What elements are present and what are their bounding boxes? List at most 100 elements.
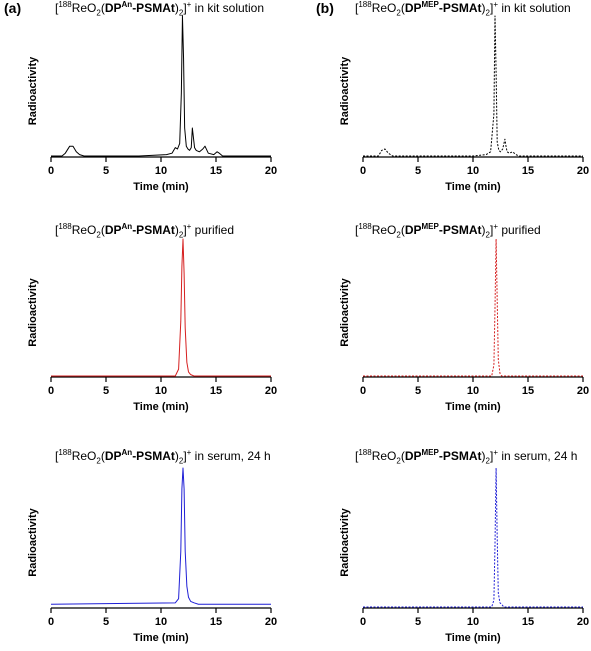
x-tick-label: 20 bbox=[265, 385, 277, 397]
title-ligand-superscript: An bbox=[121, 448, 133, 457]
title-psmat: -PSMAt bbox=[132, 1, 175, 15]
title-subscript: 2 bbox=[178, 8, 184, 18]
title-paren: ) bbox=[174, 449, 179, 463]
title-psmat: -PSMAt bbox=[438, 449, 482, 463]
title-bracket: [ bbox=[55, 223, 59, 237]
x-axis-label: Time (min) bbox=[133, 401, 189, 413]
title-paren: ) bbox=[174, 223, 179, 237]
chromatogram-trace bbox=[51, 15, 271, 157]
x-tick-label: 5 bbox=[103, 165, 109, 177]
title-isotope: 188 bbox=[358, 448, 372, 457]
y-axis-label: Radioactivity bbox=[27, 56, 39, 125]
title-paren: ) bbox=[481, 449, 486, 463]
x-tick-label: 10 bbox=[155, 385, 167, 397]
x-tick-label: 10 bbox=[155, 165, 167, 177]
title-condition: in kit solution bbox=[498, 1, 571, 15]
title-bracket: [ bbox=[55, 1, 59, 15]
x-tick-label: 15 bbox=[210, 616, 222, 628]
panel-title: [188ReO2(DPMEP-PSMAt)2]+ in kit solution bbox=[355, 0, 571, 17]
title-paren: ( bbox=[100, 1, 105, 15]
chromatogram-plot: 0 5 10 15 20 Time (min) Radioactivity bbox=[339, 467, 589, 644]
title-bracket: ] bbox=[489, 1, 494, 15]
title-psmat: -PSMAt bbox=[132, 223, 175, 237]
title-psmat: -PSMAt bbox=[132, 449, 175, 463]
title-paren: ( bbox=[400, 1, 405, 15]
title-ligand-superscript: MEP bbox=[421, 0, 439, 9]
title-paren: ) bbox=[481, 1, 486, 15]
title-condition: in serum, 24 h bbox=[191, 449, 271, 463]
x-tick-label: 20 bbox=[265, 165, 277, 177]
x-axis-label: Time (min) bbox=[133, 632, 189, 644]
title-paren: ( bbox=[400, 223, 405, 237]
title-paren: ) bbox=[481, 223, 486, 237]
title-condition: purified bbox=[191, 223, 235, 237]
x-tick-label: 0 bbox=[360, 385, 366, 397]
x-tick-label: 10 bbox=[467, 385, 479, 397]
x-tick-label: 20 bbox=[577, 165, 589, 177]
title-ligand: DPMEP-PSMAt bbox=[404, 448, 482, 464]
x-tick-label: 5 bbox=[103, 616, 109, 628]
x-tick-label: 15 bbox=[522, 616, 534, 628]
x-tick-label: 15 bbox=[522, 385, 534, 397]
panel-title: [188ReO2(DPAn-PSMAt)2]+ purified bbox=[55, 222, 235, 239]
title-psmat: -PSMAt bbox=[438, 1, 482, 15]
title-charge: + bbox=[493, 448, 498, 457]
chromatogram-plot: 0 5 10 15 20 Time (min) Radioactivity bbox=[339, 15, 589, 193]
title-ligand-superscript: MEP bbox=[421, 222, 439, 231]
y-axis-label: Radioactivity bbox=[339, 277, 351, 346]
y-axis-label: Radioactivity bbox=[27, 277, 39, 346]
title-isotope: 188 bbox=[58, 448, 72, 457]
title-dp: DP bbox=[104, 449, 122, 463]
panel-label-a: (a) bbox=[4, 0, 22, 16]
title-dp: DP bbox=[404, 449, 422, 463]
title-reo: ReO bbox=[371, 1, 397, 15]
title-bracket: ] bbox=[489, 223, 494, 237]
x-tick-label: 0 bbox=[360, 616, 366, 628]
title-subscript: 2 bbox=[485, 456, 490, 466]
title-charge: + bbox=[493, 0, 498, 9]
title-condition: purified bbox=[498, 223, 541, 237]
title-ligand-superscript: An bbox=[121, 0, 133, 9]
chromatogram-plot: 0 5 10 15 20 Time (min) Radioactivity bbox=[27, 467, 277, 644]
title-paren: ( bbox=[400, 449, 405, 463]
title-reo: ReO bbox=[371, 223, 397, 237]
x-tick-label: 15 bbox=[210, 385, 222, 397]
title-dp: DP bbox=[104, 223, 122, 237]
title-charge: + bbox=[186, 222, 192, 231]
chromatogram-trace bbox=[51, 238, 271, 377]
title-bracket: ] bbox=[183, 223, 187, 237]
chromatogram-trace bbox=[50, 467, 271, 605]
title-reo: ReO bbox=[71, 223, 97, 237]
x-axis-label: Time (min) bbox=[445, 632, 501, 644]
title-isotope: 188 bbox=[58, 0, 72, 9]
title-subscript: 2 bbox=[396, 456, 401, 466]
title-bracket: [ bbox=[355, 223, 359, 237]
chromatogram-plot: 0 5 10 15 20 Time (min) Radioactivity bbox=[339, 238, 589, 413]
y-axis-label: Radioactivity bbox=[27, 507, 39, 576]
title-paren: ( bbox=[100, 449, 105, 463]
title-bracket: ] bbox=[183, 449, 187, 463]
x-axis-label: Time (min) bbox=[133, 181, 189, 193]
title-ligand: DPAn-PSMAt bbox=[104, 0, 175, 16]
x-tick-label: 0 bbox=[360, 165, 366, 177]
x-tick-label: 5 bbox=[415, 616, 421, 628]
title-bracket: ] bbox=[183, 1, 187, 15]
title-bracket: [ bbox=[55, 449, 59, 463]
chromatogram-trace bbox=[363, 15, 583, 157]
title-condition: in serum, 24 h bbox=[498, 449, 578, 463]
title-ligand-superscript: MEP bbox=[421, 448, 439, 457]
x-tick-label: 20 bbox=[577, 385, 589, 397]
title-isotope: 188 bbox=[358, 0, 372, 9]
x-tick-label: 5 bbox=[103, 385, 109, 397]
title-charge: + bbox=[493, 222, 498, 231]
x-tick-label: 0 bbox=[48, 165, 54, 177]
title-reo: ReO bbox=[71, 449, 97, 463]
chromatogram-trace bbox=[363, 467, 583, 608]
x-tick-label: 5 bbox=[415, 165, 421, 177]
title-subscript: 2 bbox=[178, 456, 184, 466]
x-tick-label: 20 bbox=[265, 616, 277, 628]
x-tick-label: 10 bbox=[467, 616, 479, 628]
title-dp: DP bbox=[104, 1, 122, 15]
panel-title: [188ReO2(DPMEP-PSMAt)2]+ in serum, 24 h bbox=[355, 448, 578, 466]
